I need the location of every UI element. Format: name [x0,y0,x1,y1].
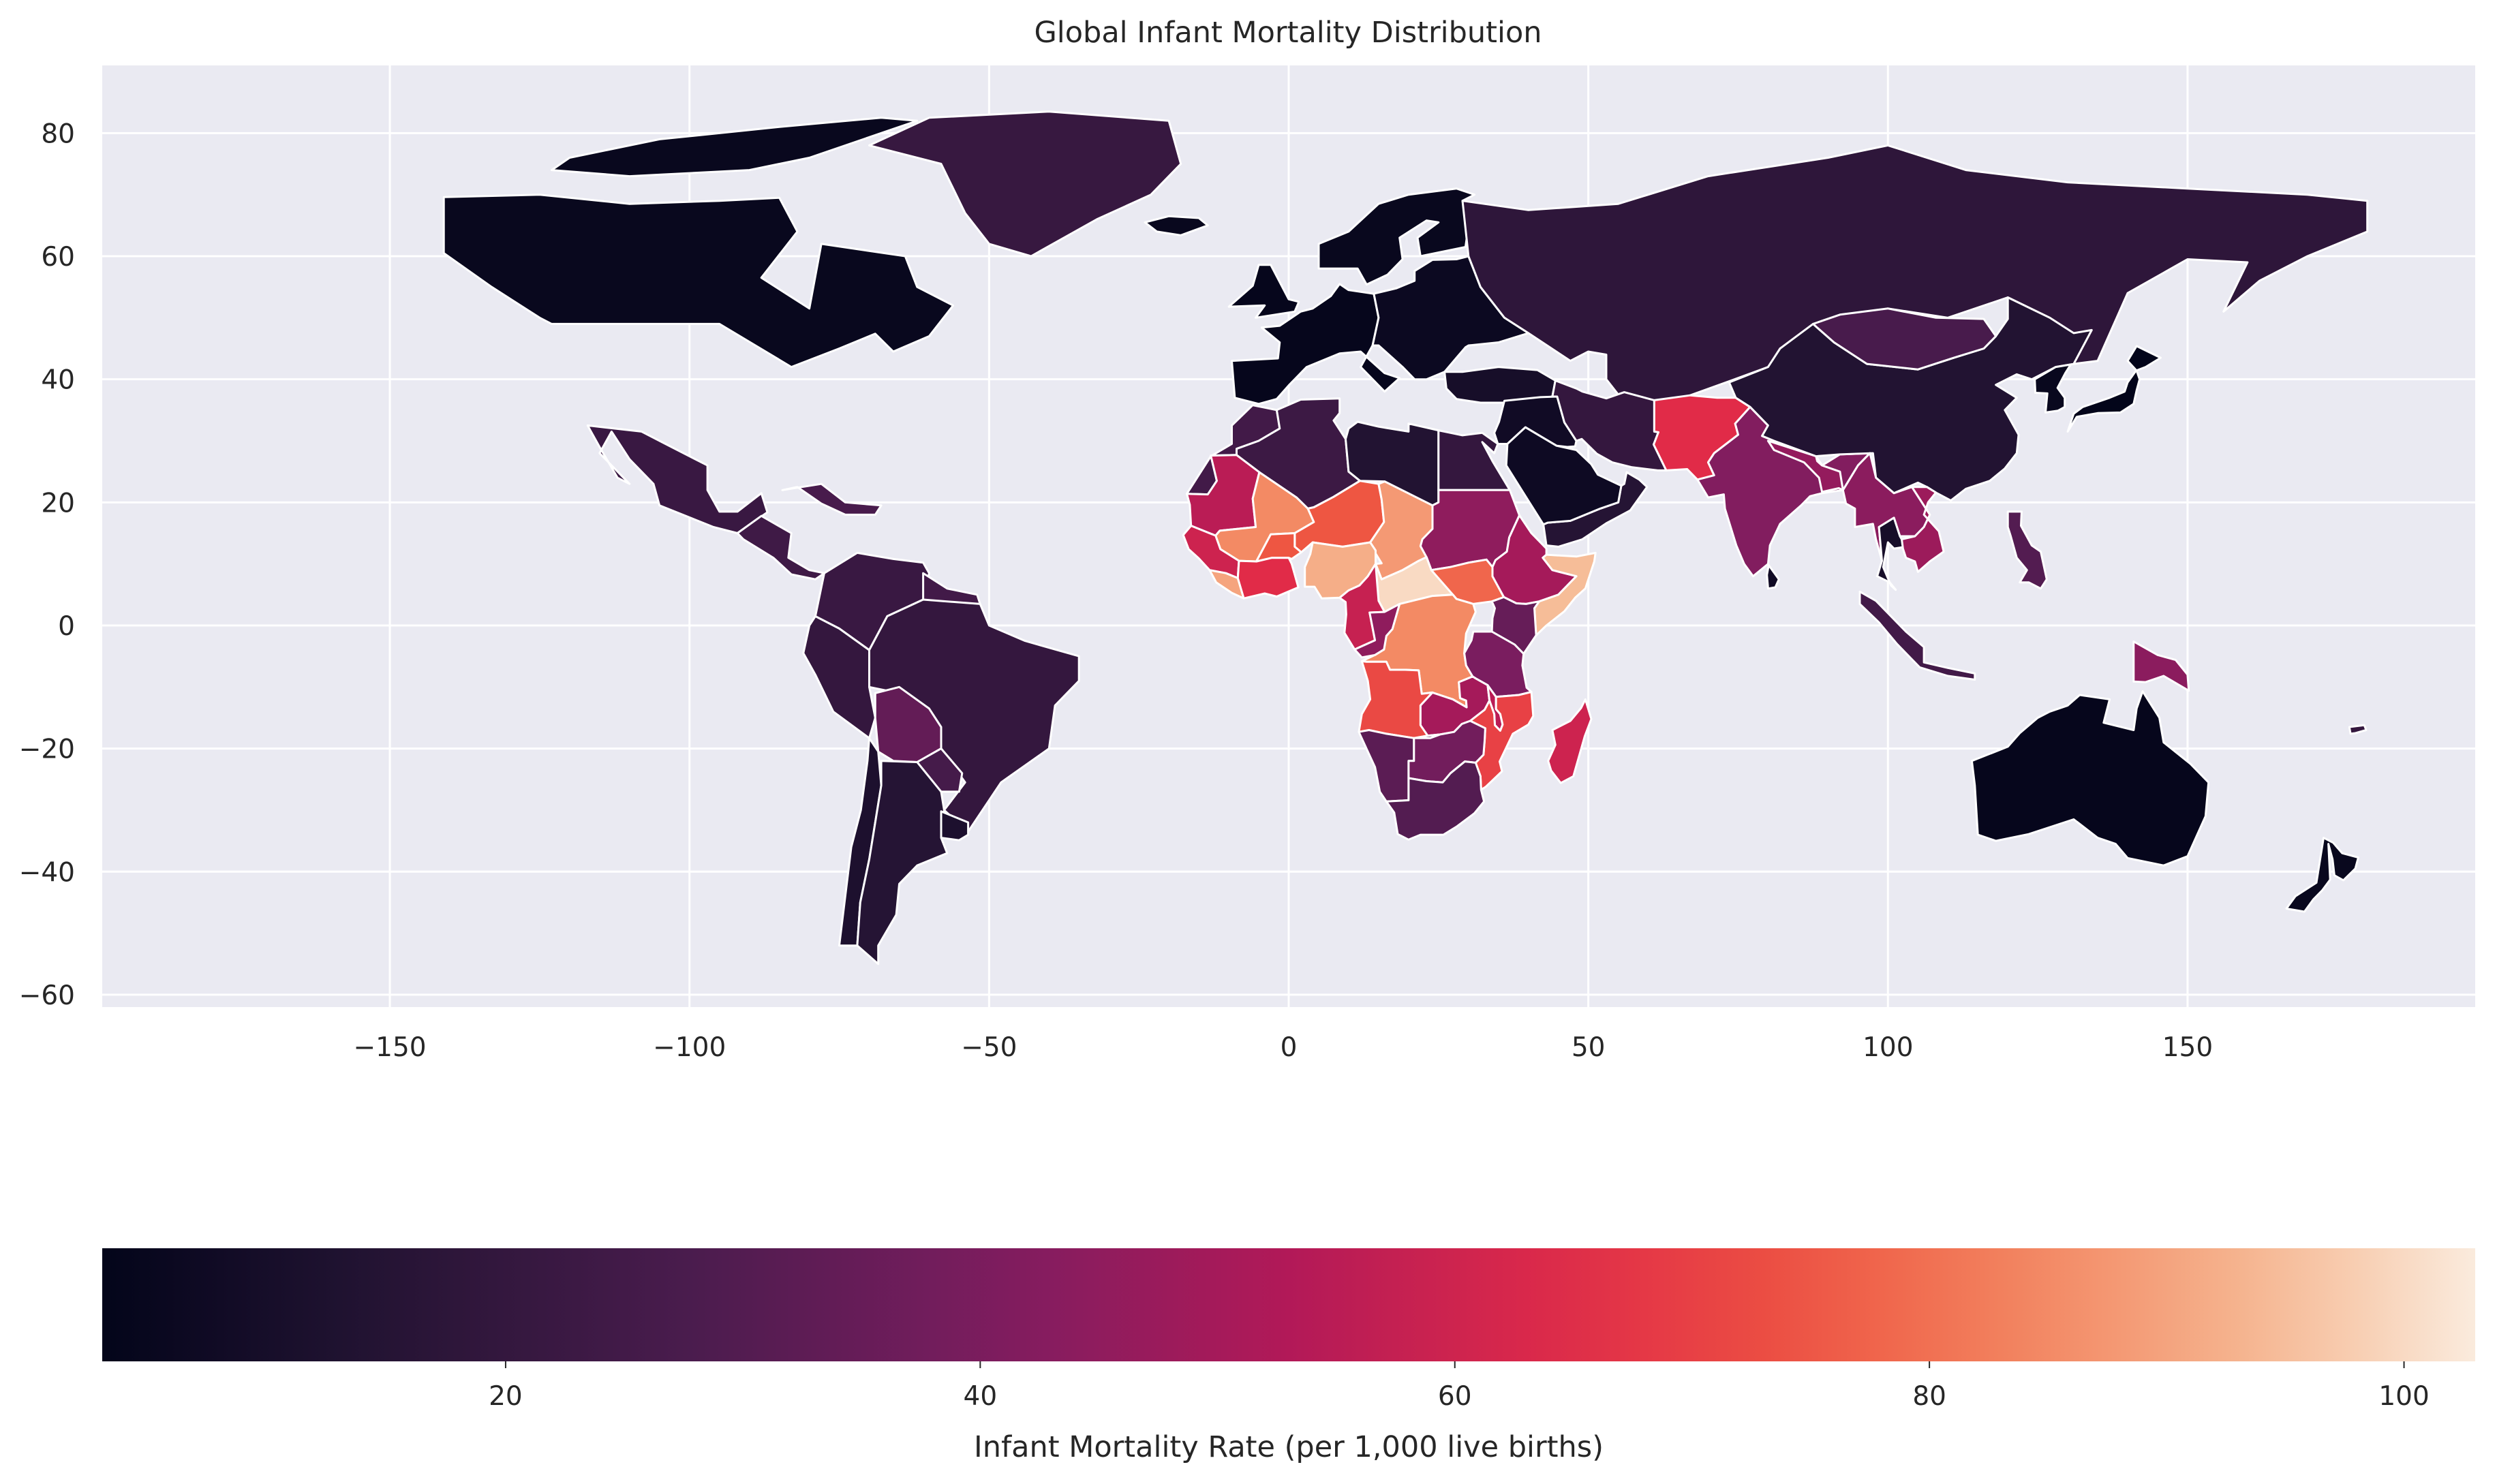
colorbar-tick-label: 60 [1438,1381,1472,1412]
region-pacific-islands [2348,724,2368,735]
region-greenland [868,110,1182,258]
region-mexico [586,424,769,534]
region-mongolia [1811,307,1997,371]
colorbar-tick-label: 20 [489,1381,523,1412]
x-tick-label: 100 [1863,1032,1913,1063]
region-nepal-bangladesh [1766,439,1844,493]
region-south-africa [1385,760,1486,841]
region-japan [2066,345,2162,433]
region-botswana-zimbabwe [1407,720,1486,784]
region-ghana-ivory-coast [1236,557,1300,600]
colorbar [102,1248,2475,1361]
region-congo [1353,602,1401,659]
y-tick-label: 20 [41,488,75,519]
region-caribbean [781,482,883,516]
region-argentina [856,760,949,965]
colorbar-tick-label: 100 [2378,1381,2429,1412]
y-tick-label: −20 [19,735,75,765]
region-uk-ireland [1227,264,1300,319]
x-tick-label: −100 [653,1032,726,1063]
x-tick-label: 0 [1281,1032,1298,1063]
region-korea [2034,363,2072,414]
region-scandinavia [1317,187,1476,286]
x-tick-label: 150 [2162,1032,2213,1063]
region-saudi-arabia [1505,426,1623,526]
x-axis-ticks: −150 −100 −50 0 50 100 150 [353,1032,2213,1063]
region-australia [1970,690,2210,867]
x-tick-label: −50 [961,1032,1017,1063]
region-indonesia [1858,590,1976,681]
y-tick-label: −60 [19,980,75,1011]
region-cambodia [1901,486,1945,573]
region-western-europe [1231,283,1401,405]
region-new-zealand [2285,837,2359,913]
y-axis-ticks: −60 −40 −20 0 20 40 60 80 [19,119,75,1011]
region-sri-lanka [1766,564,1780,590]
y-tick-label: −40 [19,857,75,888]
region-madagascar [1547,698,1593,784]
region-arctic-islands [551,117,919,178]
map-countries [442,110,2369,965]
region-uruguay [940,810,970,841]
region-iceland [1144,215,1209,236]
y-tick-label: 80 [41,119,75,149]
region-iran [1551,380,1668,472]
colorbar-tick-label: 40 [964,1381,998,1412]
region-russia-central-asia [1461,144,2369,405]
region-burkina-faso [1255,532,1302,563]
region-somalia [1533,551,1597,636]
y-tick-label: 60 [41,242,75,273]
region-papua-new-guinea [2132,640,2190,692]
region-kenya [1490,596,1540,655]
colorbar-label: Infant Mortality Rate (per 1,000 live bi… [974,1430,1604,1464]
colorbar-ticks: 20 40 60 80 100 [489,1361,2430,1412]
region-canada [442,194,955,369]
region-philippines [2006,510,2048,590]
colorbar-tick-label: 80 [1912,1381,1946,1412]
x-tick-label: −150 [353,1032,426,1063]
y-tick-label: 40 [41,365,75,396]
chart-title: Global Infant Mortality Distribution [1034,16,1542,50]
y-tick-label: 0 [58,611,75,642]
x-tick-label: 50 [1572,1032,1606,1063]
region-thailand-vietnam [1876,516,1908,591]
region-eastern-europe [1371,255,1530,381]
